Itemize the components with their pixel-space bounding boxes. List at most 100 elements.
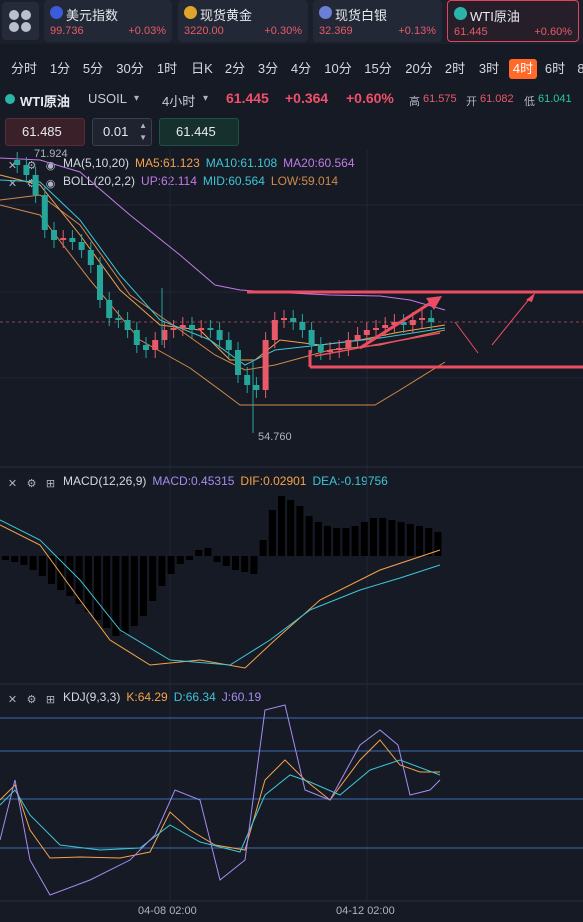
macd-bar bbox=[57, 556, 65, 590]
close-icon[interactable]: ✕ bbox=[7, 160, 18, 172]
stepper-down-icon[interactable]: ▼ bbox=[139, 133, 147, 142]
macd-bar bbox=[29, 556, 37, 570]
macd-bar bbox=[268, 510, 276, 556]
candle-body bbox=[354, 335, 361, 340]
candle-body bbox=[170, 328, 177, 330]
macd-bar bbox=[388, 520, 396, 556]
macd-bar bbox=[149, 556, 157, 601]
timeframe-tab[interactable]: 1时 bbox=[156, 61, 178, 76]
expand-icon[interactable]: ⊞ bbox=[45, 478, 56, 490]
sell-price: 61.485 bbox=[22, 124, 62, 139]
timeframe-tab[interactable]: 分时 bbox=[10, 61, 37, 76]
settings-icon[interactable]: ⚙ bbox=[26, 160, 37, 172]
timeframe-tab[interactable]: 15分 bbox=[364, 61, 392, 76]
macd-bar bbox=[232, 556, 239, 570]
timeframe-tab[interactable]: 20分 bbox=[405, 61, 433, 76]
macd-bar bbox=[305, 516, 313, 556]
timeframe-tab[interactable]: 30分 bbox=[116, 61, 144, 76]
eye-icon[interactable]: ◉ bbox=[45, 178, 56, 190]
ticker-gold[interactable]: 现货黄金 3220.00 +0.30% bbox=[178, 0, 308, 42]
settings-icon[interactable]: ⚙ bbox=[26, 178, 37, 190]
open-label: 开 bbox=[466, 96, 477, 108]
macd-bar bbox=[112, 556, 120, 636]
gold-icon bbox=[184, 6, 197, 19]
buy-button[interactable]: 61.445 bbox=[159, 118, 239, 146]
apps-icon bbox=[9, 10, 31, 32]
lot-input[interactable]: 0.01 ▲ ▼ bbox=[92, 118, 152, 146]
timeframe-tab[interactable]: 日K bbox=[191, 61, 213, 76]
kdj-name: KDJ(9,3,3) bbox=[63, 690, 121, 704]
close-icon[interactable]: ✕ bbox=[7, 478, 18, 490]
macd-bar bbox=[370, 518, 377, 556]
boll-name: BOLL(20,2,2) bbox=[63, 174, 136, 188]
boll-legend: ✕ ⚙ ◉ BOLL(20,2,2) UP:62.114 MID:60.564 LOW:59… bbox=[6, 174, 344, 190]
timeframe-tab[interactable]: 2时 bbox=[444, 61, 466, 76]
arrowhead-icon bbox=[426, 296, 442, 310]
macd-bar bbox=[259, 540, 267, 556]
macd-bar bbox=[204, 548, 212, 556]
ma5-line bbox=[0, 174, 446, 361]
k-value: K:64.29 bbox=[126, 690, 168, 704]
candle-body bbox=[400, 322, 407, 325]
expand-icon[interactable]: ⊞ bbox=[45, 694, 56, 706]
ticker-wti[interactable]: WTI原油 61.445 +0.60% bbox=[447, 0, 579, 42]
macd-bar bbox=[416, 526, 423, 556]
sell-button[interactable]: 61.485 bbox=[5, 118, 85, 146]
timeframe-tab[interactable]: 3分 bbox=[257, 61, 279, 76]
macd-bar bbox=[140, 556, 147, 616]
settings-icon[interactable]: ⚙ bbox=[26, 694, 37, 706]
macd-bar bbox=[38, 556, 46, 576]
timeframe-tab[interactable]: 5分 bbox=[82, 61, 104, 76]
settings-icon[interactable]: ⚙ bbox=[26, 478, 37, 490]
ticker-name: 现货白银 bbox=[335, 8, 388, 23]
macd-bar bbox=[250, 556, 258, 574]
macd-bar bbox=[324, 526, 331, 556]
macd-bar bbox=[342, 528, 350, 556]
instrument-header: WTI原油 USOIL ▾ 4小时 ▾ 61.445 +0.364 +0.60%… bbox=[0, 88, 583, 112]
timeframe-tab[interactable]: 1分 bbox=[49, 61, 71, 76]
close-icon[interactable]: ✕ bbox=[7, 694, 18, 706]
lot-value: 0.01 bbox=[103, 124, 129, 139]
chevron-down-icon[interactable]: ▾ bbox=[203, 93, 209, 104]
candle-body bbox=[308, 330, 315, 345]
macd-bar bbox=[434, 532, 442, 556]
macd-legend: ✕ ⚙ ⊞ MACD(12,26,9) MACD:0.45315 DIF:0.02901 D… bbox=[6, 474, 394, 490]
timeframe-tab[interactable]: 6时 bbox=[544, 61, 566, 76]
instrument-code[interactable]: USOIL bbox=[88, 91, 128, 106]
macd-bar bbox=[167, 556, 175, 574]
boll-lower-band bbox=[0, 204, 446, 406]
timeframe-tab[interactable]: 3时 bbox=[478, 61, 500, 76]
macd-bar bbox=[195, 550, 203, 556]
close-icon[interactable]: ✕ bbox=[7, 178, 18, 190]
candle-body bbox=[41, 195, 48, 230]
projection-line bbox=[491, 297, 531, 346]
timeframe-tab[interactable]: 4时 bbox=[509, 59, 537, 79]
instrument-name[interactable]: WTI原油 bbox=[20, 94, 70, 109]
date-label: 04-12 02:00 bbox=[336, 905, 395, 917]
candle-body bbox=[253, 385, 260, 390]
interval-selector[interactable]: 4小时 bbox=[162, 94, 196, 109]
candle-body bbox=[345, 340, 352, 348]
macd-bar bbox=[75, 556, 83, 604]
chevron-down-icon[interactable]: ▾ bbox=[134, 93, 140, 104]
ma5-value: MA5:61.123 bbox=[135, 156, 200, 170]
stepper-up-icon[interactable]: ▲ bbox=[139, 121, 147, 130]
dea-value: DEA:-0.19756 bbox=[312, 474, 388, 488]
ticker-strip: 美元指数 99.736 +0.03% 现货黄金 3220.00 +0.30% 现… bbox=[0, 0, 583, 44]
candle-body bbox=[106, 300, 113, 318]
j-value: J:60.19 bbox=[221, 690, 262, 704]
timeframe-tab[interactable]: 10分 bbox=[324, 61, 352, 76]
timeframe-tab[interactable]: 2分 bbox=[224, 61, 246, 76]
timeframe-tab[interactable]: 4分 bbox=[290, 61, 312, 76]
apps-button[interactable] bbox=[2, 2, 39, 40]
candle-body bbox=[281, 318, 287, 320]
dif-value: DIF:0.02901 bbox=[240, 474, 307, 488]
ticker-price: 61.445 bbox=[454, 26, 488, 38]
macd-bar bbox=[397, 522, 405, 556]
ticker-silver[interactable]: 现货白银 32.369 +0.13% bbox=[313, 0, 442, 42]
timeframe-tab[interactable]: 8 bbox=[577, 61, 583, 76]
candle-body bbox=[69, 238, 76, 242]
eye-icon[interactable]: ◉ bbox=[45, 160, 56, 172]
ticker-usdx[interactable]: 美元指数 99.736 +0.03% bbox=[44, 0, 172, 42]
